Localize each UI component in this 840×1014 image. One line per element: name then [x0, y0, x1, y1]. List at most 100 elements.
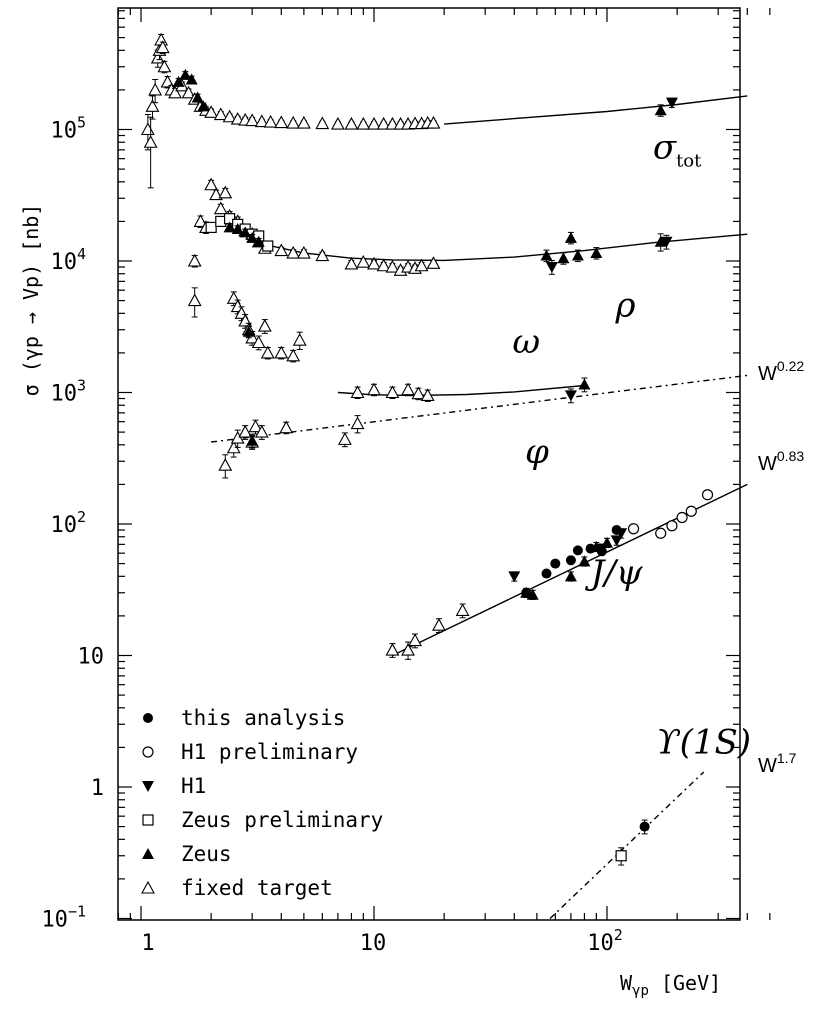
marker-fixed-target — [155, 40, 170, 54]
marker-fixed-target — [204, 177, 219, 191]
marker-zeus — [571, 249, 584, 261]
curve-upsilon — [549, 771, 705, 920]
marker-h1 — [564, 390, 577, 402]
legend-label: fixed target — [181, 876, 333, 900]
data-points — [140, 32, 714, 866]
marker-zeus — [654, 104, 667, 116]
fit-curves — [211, 95, 748, 920]
marker-fixed-target — [385, 259, 400, 273]
marker-fixed-target — [204, 105, 219, 118]
process-label: ϒ(1S) — [656, 722, 751, 762]
legend-label: H1 preliminary — [181, 740, 358, 764]
marker-fixed-target — [414, 258, 429, 272]
marker-this-analysis — [572, 545, 583, 556]
marker-this-analysis — [550, 558, 561, 569]
power-law-label: W0.22 — [758, 358, 804, 385]
y-axis-label-prefix: σ (γp — [19, 336, 43, 396]
marker-zeus — [246, 231, 259, 243]
marker-fixed-target — [367, 382, 381, 396]
marker-this-analysis — [596, 546, 607, 557]
marker-fixed-target — [141, 880, 155, 894]
marker-fixed-target — [401, 382, 415, 396]
marker-h1-preliminary — [627, 523, 640, 535]
marker-h1-preliminary — [676, 511, 688, 524]
marker-h1 — [508, 571, 521, 583]
marker-fixed-target — [209, 187, 224, 201]
marker-h1-preliminary — [685, 505, 697, 517]
marker-this-analysis — [565, 555, 576, 566]
marker-fixed-target — [350, 416, 365, 430]
marker-fixed-target — [181, 85, 196, 99]
marker-fixed-target — [260, 345, 275, 359]
x-tick-label: 10 — [360, 931, 387, 956]
marker-zeus — [578, 378, 591, 390]
marker-h1 — [142, 781, 154, 792]
marker-zeus — [223, 221, 236, 233]
legend-label: Zeus — [181, 842, 232, 866]
marker-fixed-target — [385, 385, 400, 399]
marker-this-analysis — [143, 713, 153, 723]
svg-text:σ (γp → Vp) [nb]: σ (γp → Vp) [nb] — [19, 204, 43, 397]
marker-fixed-target — [254, 424, 269, 438]
marker-fixed-target — [356, 116, 371, 130]
x-tick-label: 1 — [141, 931, 154, 956]
marker-zeus — [654, 235, 667, 247]
marker-zeus — [172, 75, 185, 87]
marker-fixed-target — [274, 243, 289, 257]
y-tick-label: 10 — [78, 645, 105, 670]
marker-h1-preliminary — [655, 527, 667, 539]
marker-fixed-target — [143, 135, 158, 148]
marker-fixed-target — [157, 59, 172, 73]
marker-h1-preliminary — [701, 489, 714, 501]
marker-fixed-target — [245, 113, 260, 127]
marker-fixed-target — [376, 116, 391, 130]
power-law-label: W1.7 — [758, 750, 797, 777]
marker-fixed-target — [148, 82, 163, 96]
marker-fixed-target — [344, 256, 359, 270]
marker-fixed-target — [296, 115, 311, 129]
marker-fixed-target — [257, 318, 272, 332]
marker-zeus — [242, 325, 255, 337]
marker-fixed-target — [187, 253, 202, 267]
marker-fixed-target — [350, 385, 365, 399]
marker-zeus — [231, 223, 244, 235]
marker-zeus — [179, 68, 192, 80]
y-tick-label: 103 — [50, 377, 86, 407]
marker-fixed-target — [168, 85, 182, 99]
marker-fixed-target — [251, 335, 266, 349]
marker-fixed-target — [187, 293, 202, 307]
marker-fixed-target — [286, 348, 301, 362]
legend-label: H1 — [181, 774, 206, 798]
marker-zeus-preliminary — [615, 850, 627, 862]
marker-fixed-target — [263, 114, 278, 128]
process-label: ρ — [614, 285, 635, 325]
marker-fixed-target — [213, 201, 228, 215]
marker-zeus-preliminary — [205, 221, 217, 234]
marker-zeus-preliminary — [142, 814, 154, 826]
marker-fixed-target — [455, 603, 470, 617]
power-law-label: W0.83 — [758, 448, 804, 475]
marker-fixed-target — [420, 388, 435, 401]
marker-fixed-target — [150, 50, 165, 64]
svg-text:Wγp [GeV]: Wγp [GeV] — [620, 971, 721, 999]
marker-fixed-target — [296, 245, 311, 259]
marker-this-analysis — [541, 568, 552, 579]
curve-sigma_tot — [444, 95, 748, 125]
marker-fixed-target — [401, 642, 415, 656]
marker-zeus — [252, 235, 265, 247]
x-axis-title: Wγp [GeV] — [620, 971, 721, 999]
marker-fixed-target — [254, 114, 269, 128]
process-label: ω — [512, 322, 540, 362]
marker-fixed-target — [279, 420, 294, 434]
marker-zeus — [191, 91, 204, 103]
marker-fixed-target — [367, 116, 381, 130]
marker-h1-preliminary — [142, 746, 154, 758]
marker-fixed-target — [145, 99, 160, 112]
marker-fixed-target — [292, 333, 307, 346]
marker-fixed-target — [385, 642, 400, 656]
marker-fixed-target — [274, 115, 289, 129]
marker-fixed-target — [376, 258, 391, 272]
plot-frame — [117, 7, 741, 921]
marker-zeus — [526, 588, 539, 600]
